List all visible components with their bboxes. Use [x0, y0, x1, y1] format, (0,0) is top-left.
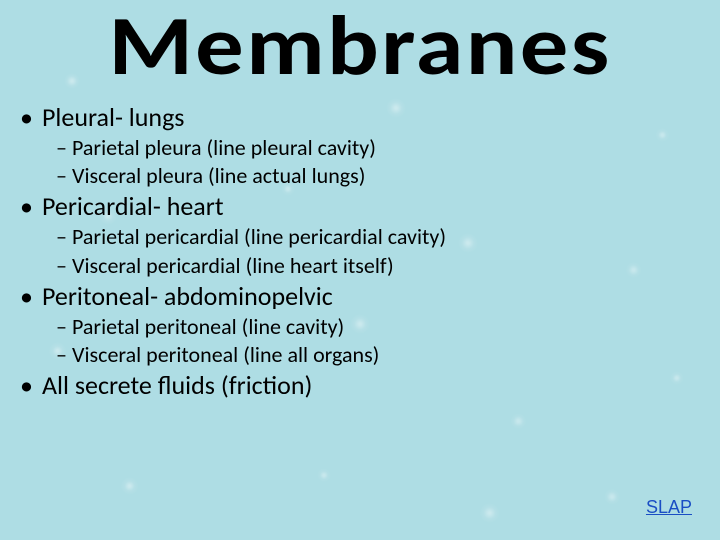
dash-marker: – — [56, 135, 72, 161]
bullet-text: Visceral pericardial (line heart itself) — [72, 252, 394, 279]
dash-marker: – — [56, 314, 72, 340]
bullet-l2: –Parietal pericardial (line pericardial … — [56, 224, 700, 250]
bullet-text: Visceral pleura (line actual lungs) — [72, 162, 365, 189]
bullet-l2: –Parietal pleura (line pleural cavity) — [56, 135, 700, 161]
bullet-l2: –Visceral pericardial (line heart itself… — [56, 253, 700, 279]
bullet-text: Pericardial- heart — [42, 190, 224, 222]
bullet-text: Parietal peritoneal (line cavity) — [72, 313, 344, 340]
bullet-l2: –Visceral peritoneal (line all organs) — [56, 342, 700, 368]
dash-marker: – — [56, 163, 72, 189]
slide-content: •Pleural- lungs –Parietal pleura (line p… — [20, 100, 700, 401]
bullet-text: Parietal pleura (line pleural cavity) — [72, 134, 376, 161]
slide: Membranes •Pleural- lungs –Parietal pleu… — [0, 0, 720, 540]
bullet-marker: • — [20, 102, 42, 133]
bullet-text: Parietal pericardial (line pericardial c… — [72, 223, 446, 250]
bullet-marker: • — [20, 281, 42, 312]
bullet-l2: –Parietal peritoneal (line cavity) — [56, 314, 700, 340]
dash-marker: – — [56, 224, 72, 250]
dash-marker: – — [56, 253, 72, 279]
bullet-l1: •Peritoneal- abdominopelvic — [20, 281, 700, 312]
bullet-l1: •Pleural- lungs — [20, 102, 700, 133]
bullet-text: Peritoneal- abdominopelvic — [42, 280, 333, 312]
bullet-text: Visceral peritoneal (line all organs) — [72, 341, 379, 368]
bullet-l1: •All secrete fluids (friction) — [20, 370, 700, 401]
bullet-text: All secrete fluids (friction) — [42, 369, 312, 401]
bullet-text: Pleural- lungs — [42, 101, 184, 133]
slide-title: Membranes — [0, 0, 720, 97]
bullet-l2: –Visceral pleura (line actual lungs) — [56, 163, 700, 189]
bullet-l1: •Pericardial- heart — [20, 191, 700, 222]
bullet-marker: • — [20, 191, 42, 222]
bullet-marker: • — [20, 370, 42, 401]
dash-marker: – — [56, 342, 72, 368]
slap-link[interactable]: SLAP — [646, 497, 692, 518]
